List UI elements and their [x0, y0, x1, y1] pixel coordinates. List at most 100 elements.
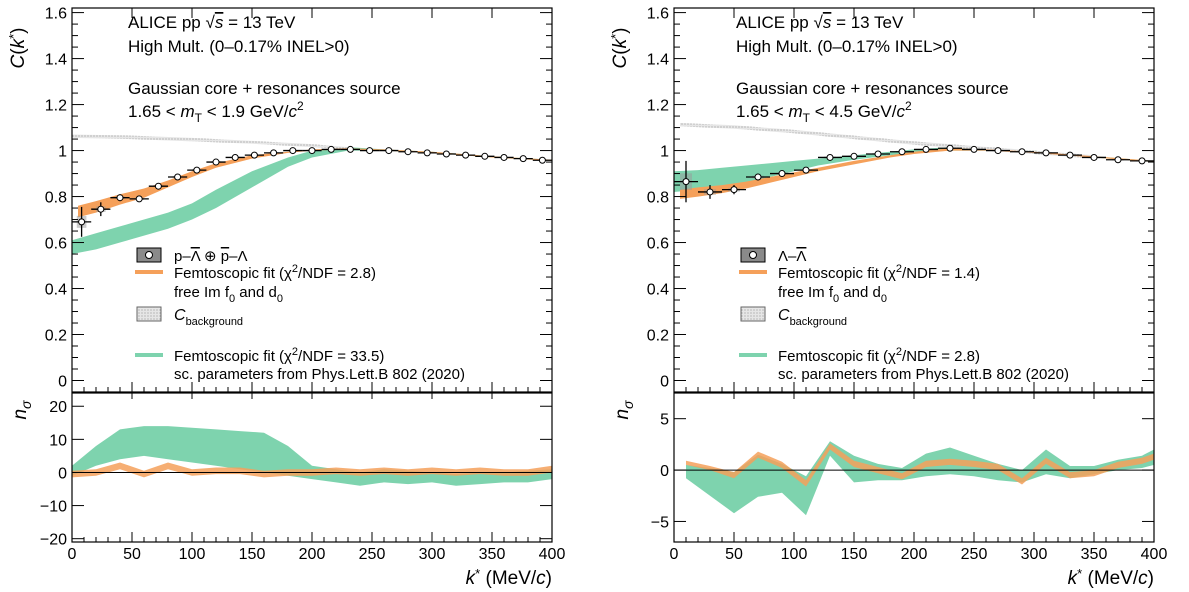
- data-marker: [500, 153, 508, 161]
- data-point: [72, 206, 92, 237]
- legend-data-label: Λ–Λ: [778, 248, 806, 265]
- data-marker: [366, 147, 374, 155]
- y-tick-label: 1.2: [45, 98, 67, 115]
- data-point: [91, 202, 111, 217]
- data-point: [283, 147, 303, 155]
- right-panel: C(k*) nσ ALICE pp √s = 13 TeV High Mult.…: [608, 13, 1154, 589]
- data-marker: [78, 218, 86, 226]
- right-xlabel: k* (MeV/c): [1068, 566, 1154, 589]
- legend-fit2-sub: sc. parameters from Phys.Lett.B 802 (202…: [174, 366, 465, 383]
- data-point: [938, 144, 962, 152]
- x-tick-label: 400: [539, 546, 566, 563]
- left-title-2: High Mult. (0–0.17% INEL>0): [128, 37, 350, 56]
- data-point: [770, 170, 794, 178]
- x-tick-label: 200: [901, 546, 928, 563]
- ratio-y-tick-label: 20: [49, 399, 67, 416]
- left-ratio-pad: [72, 426, 552, 486]
- main-frame: [673, 7, 1155, 393]
- ratio-fit2-band: [72, 426, 552, 486]
- data-marker: [850, 152, 858, 160]
- y-tick-label: 1.6: [647, 6, 669, 23]
- legend-data-marker-icon: [145, 251, 153, 259]
- y-tick-label: 0.6: [647, 236, 669, 253]
- data-marker: [826, 153, 834, 161]
- panel-right-plot: 0 50 100 150 200 250 300 350 40000.20.40.60.811.…: [647, 6, 1168, 563]
- right-title-4: 1.65 < mT < 4.5 GeV/c2: [736, 99, 912, 125]
- ratio-fit1-band: [686, 443, 1154, 487]
- x-tick-label: 50: [725, 546, 743, 563]
- data-marker: [1018, 148, 1026, 156]
- data-point: [674, 160, 698, 203]
- data-point: [436, 150, 456, 158]
- legend-fit1-label: Femtoscopic fit (χ2/NDF = 1.4): [778, 263, 980, 282]
- data-marker: [538, 156, 546, 164]
- x-tick-label: 150: [841, 546, 868, 563]
- data-marker: [385, 147, 393, 155]
- right-ratio-ylabel: nσ: [612, 400, 636, 420]
- data-marker: [193, 166, 201, 174]
- y-tick-label: 0: [58, 374, 67, 391]
- x-tick-label: 300: [1021, 546, 1048, 563]
- x-tick-label: 50: [123, 546, 141, 563]
- data-point: [244, 151, 264, 159]
- data-marker: [946, 144, 954, 152]
- y-tick-label: 1.2: [647, 98, 669, 115]
- legend-data-label: p–Λ ⊕ p–Λ: [174, 248, 248, 265]
- data-marker: [778, 170, 786, 178]
- legend-fit2-label: Femtoscopic fit (χ2/NDF = 2.8): [778, 346, 980, 365]
- y-tick-label: 0: [660, 374, 669, 391]
- data-point: [1106, 156, 1130, 164]
- data-point: [360, 147, 380, 155]
- data-point: [475, 152, 495, 160]
- x-tick-label: 0: [670, 546, 679, 563]
- x-tick-label: 100: [781, 546, 808, 563]
- data-point: [398, 148, 418, 156]
- left-title-3: Gaussian core + resonances source: [128, 79, 401, 98]
- legend-background-label: Cbackground: [778, 307, 847, 328]
- data-point: [302, 147, 322, 155]
- data-point: [1010, 148, 1034, 156]
- data-marker: [135, 195, 143, 203]
- y-tick-label: 0.2: [647, 328, 669, 345]
- y-tick-label: 0.6: [45, 236, 67, 253]
- data-marker: [682, 178, 690, 186]
- legend-background-box-icon: [136, 306, 162, 322]
- ratio-y-tick-label: 0: [58, 465, 67, 482]
- x-tick-label: 250: [359, 546, 386, 563]
- data-marker: [754, 173, 762, 181]
- data-point: [206, 158, 226, 166]
- data-point: [1082, 153, 1106, 161]
- data-point: [187, 166, 207, 174]
- data-marker: [730, 186, 738, 194]
- data-point: [148, 182, 168, 190]
- x-tick-label: 250: [961, 546, 988, 563]
- right-ylabel: C(k*): [608, 28, 631, 69]
- data-marker: [802, 166, 810, 174]
- right-title-2: High Mult. (0–0.17% INEL>0): [736, 37, 958, 56]
- left-title-4: 1.65 < mT < 1.9 GeV/c2: [128, 99, 304, 125]
- data-marker: [874, 150, 882, 158]
- data-marker: [327, 145, 335, 153]
- y-tick-label: 1.4: [647, 52, 669, 69]
- data-marker: [1042, 149, 1050, 157]
- panel-left-plot: 0 50 100 150 200 250 300 350 40000.20.40.60.811.…: [40, 6, 566, 563]
- data-point: [494, 153, 514, 161]
- data-marker: [212, 158, 220, 166]
- data-point: [818, 153, 842, 161]
- data-point: [722, 185, 746, 195]
- data-marker: [116, 194, 124, 202]
- data-point: [379, 147, 399, 155]
- data-marker: [289, 147, 297, 155]
- left-ratio-ylabel: nσ: [10, 400, 34, 420]
- fit2-band: [674, 147, 1154, 192]
- data-marker: [308, 147, 316, 155]
- data-point: [168, 173, 188, 181]
- x-tick-label: 100: [179, 546, 206, 563]
- left-title-1: ALICE pp √s = 13 TeV: [128, 13, 296, 32]
- ratio-y-tick-label: −5: [651, 514, 669, 531]
- data-marker: [706, 188, 714, 196]
- x-tick-label: 200: [299, 546, 326, 563]
- legend-fit2-sub: sc. parameters from Phys.Lett.B 802 (202…: [778, 366, 1069, 383]
- legend-fit1-sub: free Im f0 and d0: [174, 284, 283, 305]
